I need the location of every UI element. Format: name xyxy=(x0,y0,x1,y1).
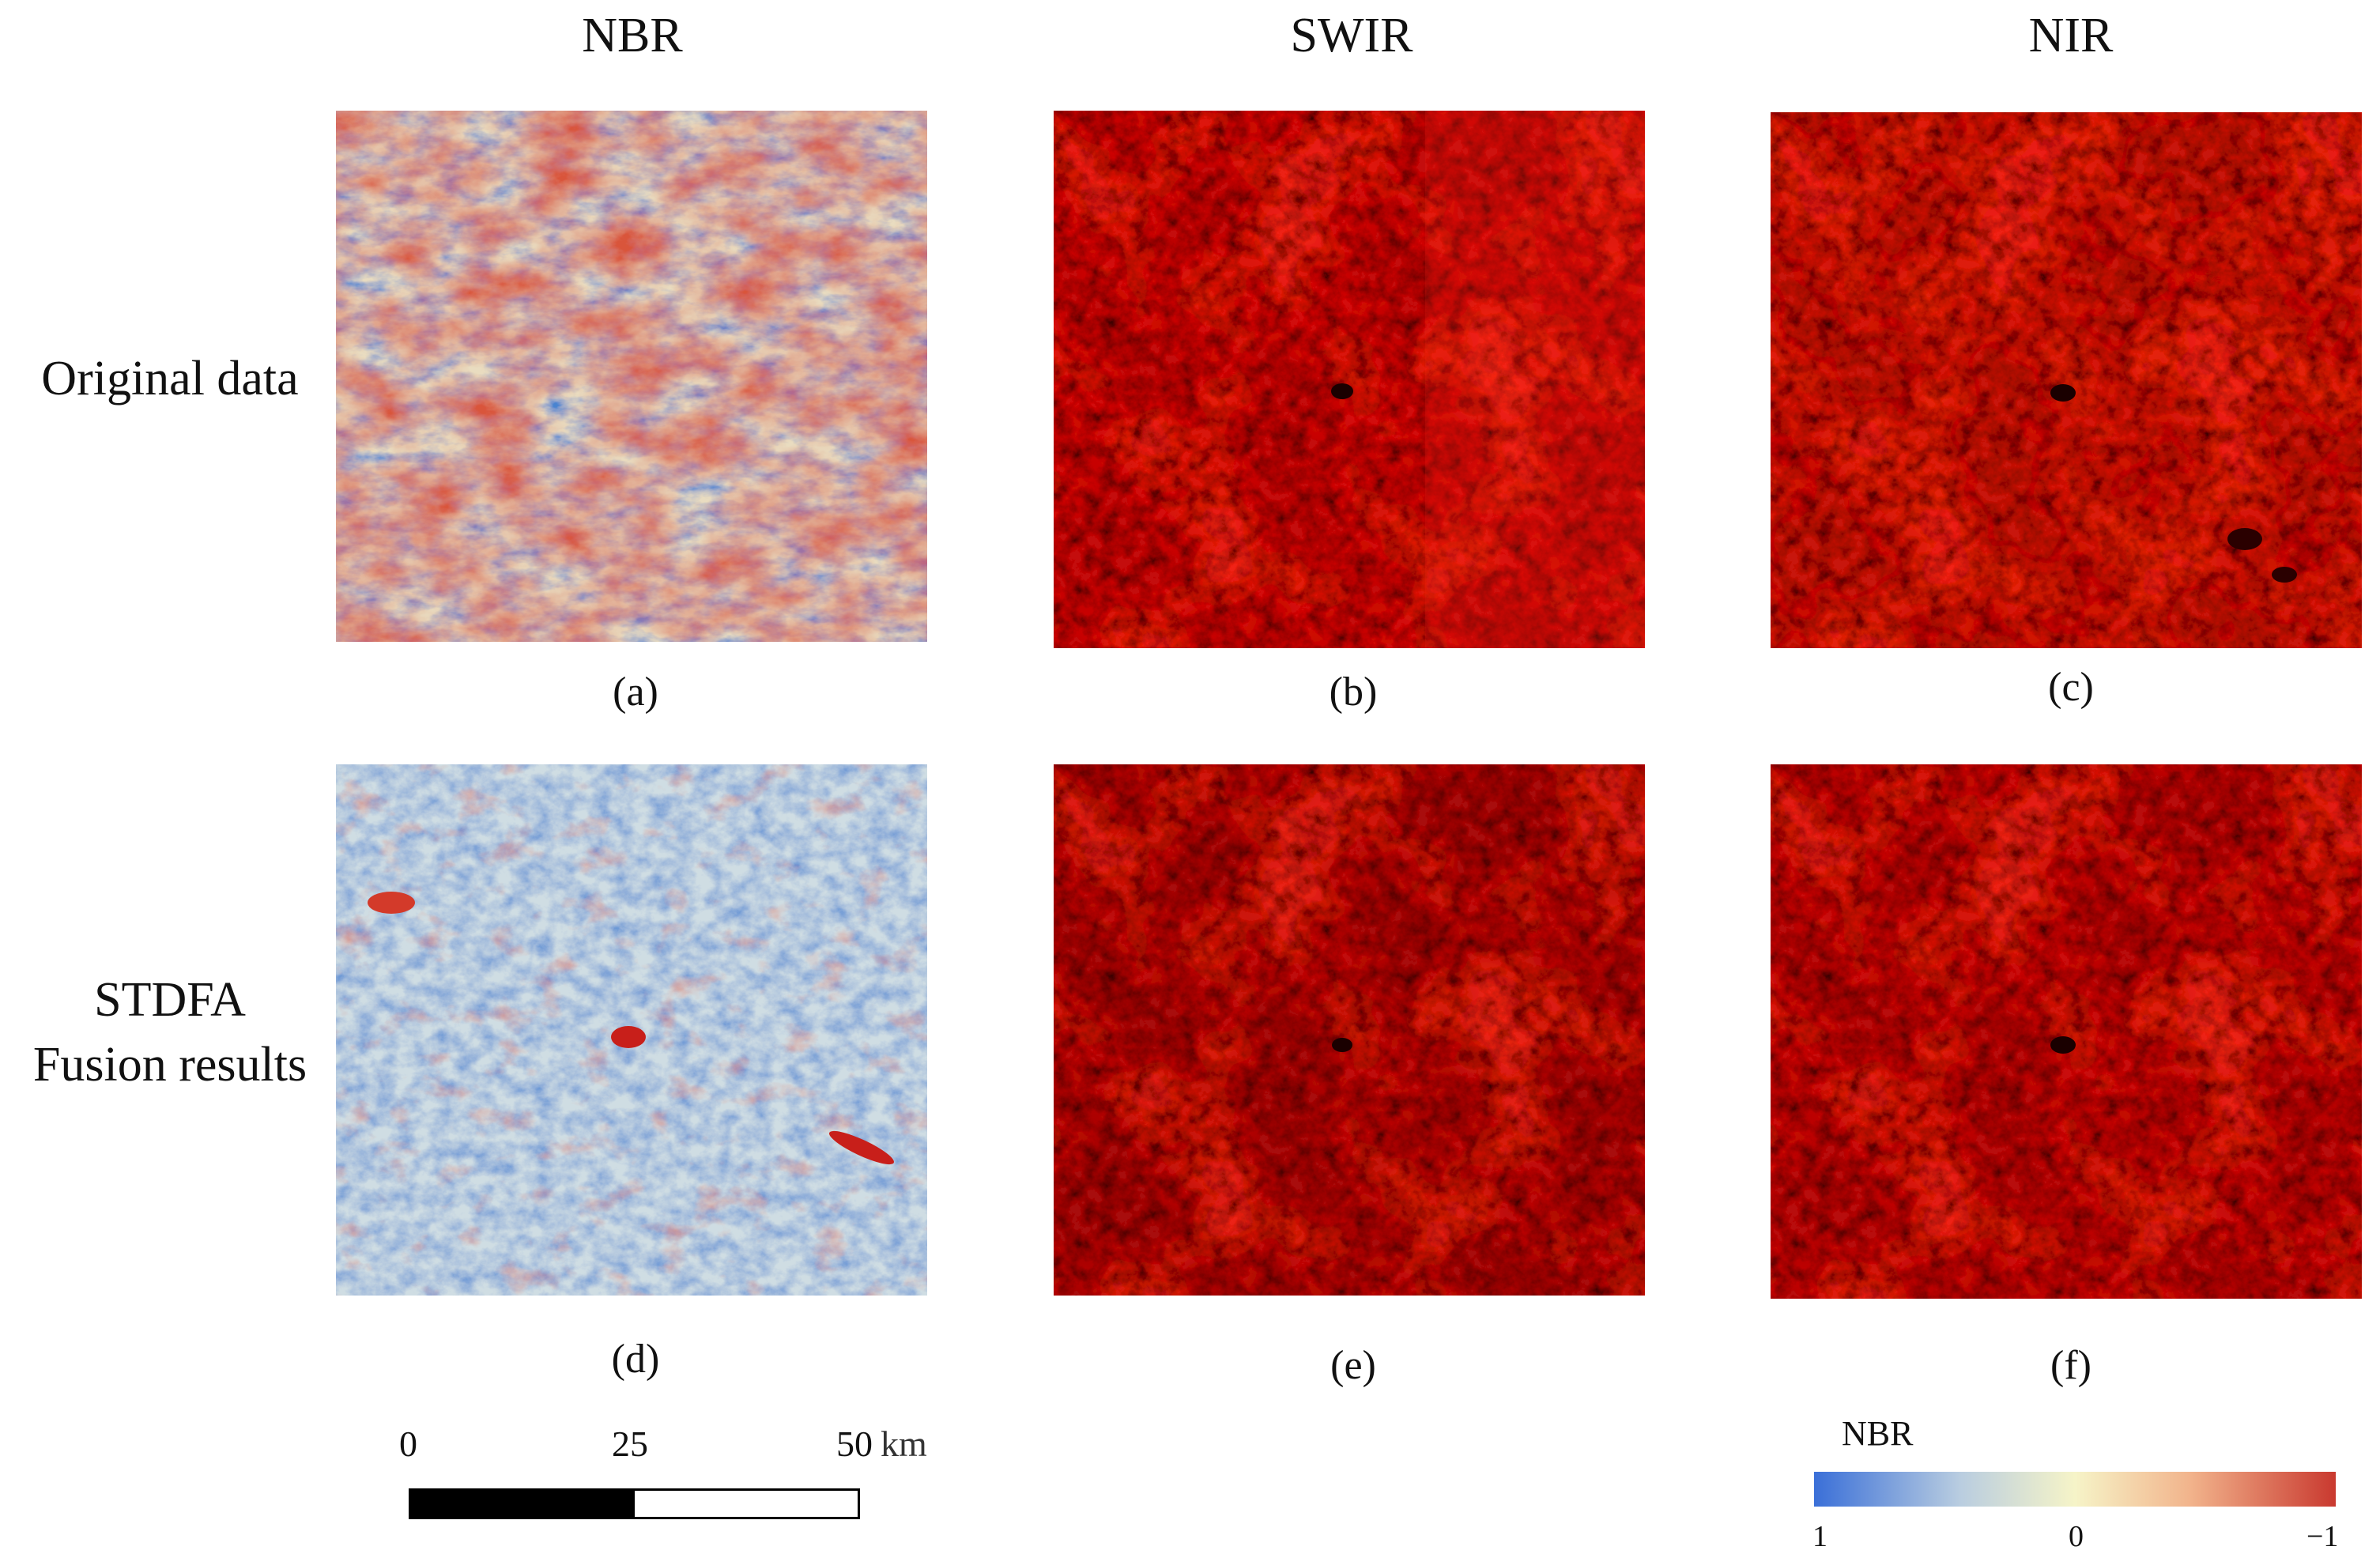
legend-tick-max: −1 xyxy=(2306,1520,2339,1553)
scale-bar xyxy=(409,1488,860,1519)
column-title-nbr: NBR xyxy=(582,9,683,62)
legend-tick-min: 1 xyxy=(1812,1520,1827,1553)
caption-f: (f) xyxy=(2050,1343,2091,1388)
caption-b: (b) xyxy=(1329,670,1378,715)
panel-a-nbr-map xyxy=(336,111,927,642)
panel-f-nir-map xyxy=(1771,764,2362,1299)
scale-unit: km xyxy=(881,1424,927,1464)
scale-bar-black-segment xyxy=(411,1491,635,1517)
row-label-stdfa: STDFA Fusion results xyxy=(4,967,336,1097)
row-label-stdfa-line1: STDFA xyxy=(94,973,246,1027)
caption-e: (e) xyxy=(1330,1343,1376,1388)
scale-tick-25: 25 xyxy=(612,1424,648,1464)
panel-d-nbr-map xyxy=(336,764,927,1296)
legend-title: NBR xyxy=(1842,1414,1914,1453)
legend-color-ramp xyxy=(1814,1472,2336,1507)
row-label-original: Original data xyxy=(41,352,299,405)
legend-tick-mid: 0 xyxy=(2069,1520,2084,1553)
panel-e-swir-map xyxy=(1054,764,1645,1296)
scale-bar-white-segment xyxy=(634,1491,858,1517)
caption-d: (d) xyxy=(611,1337,660,1382)
caption-c: (c) xyxy=(2048,665,2094,710)
panel-c-nir-map xyxy=(1771,112,2362,648)
caption-a: (a) xyxy=(613,670,658,715)
scale-tick-50: 50 xyxy=(836,1424,873,1464)
row-label-stdfa-line2: Fusion results xyxy=(32,1038,307,1092)
column-title-swir: SWIR xyxy=(1290,9,1413,62)
panel-b-swir-map xyxy=(1054,111,1645,648)
column-title-nir: NIR xyxy=(2028,9,2114,62)
scale-tick-0: 0 xyxy=(399,1424,417,1464)
